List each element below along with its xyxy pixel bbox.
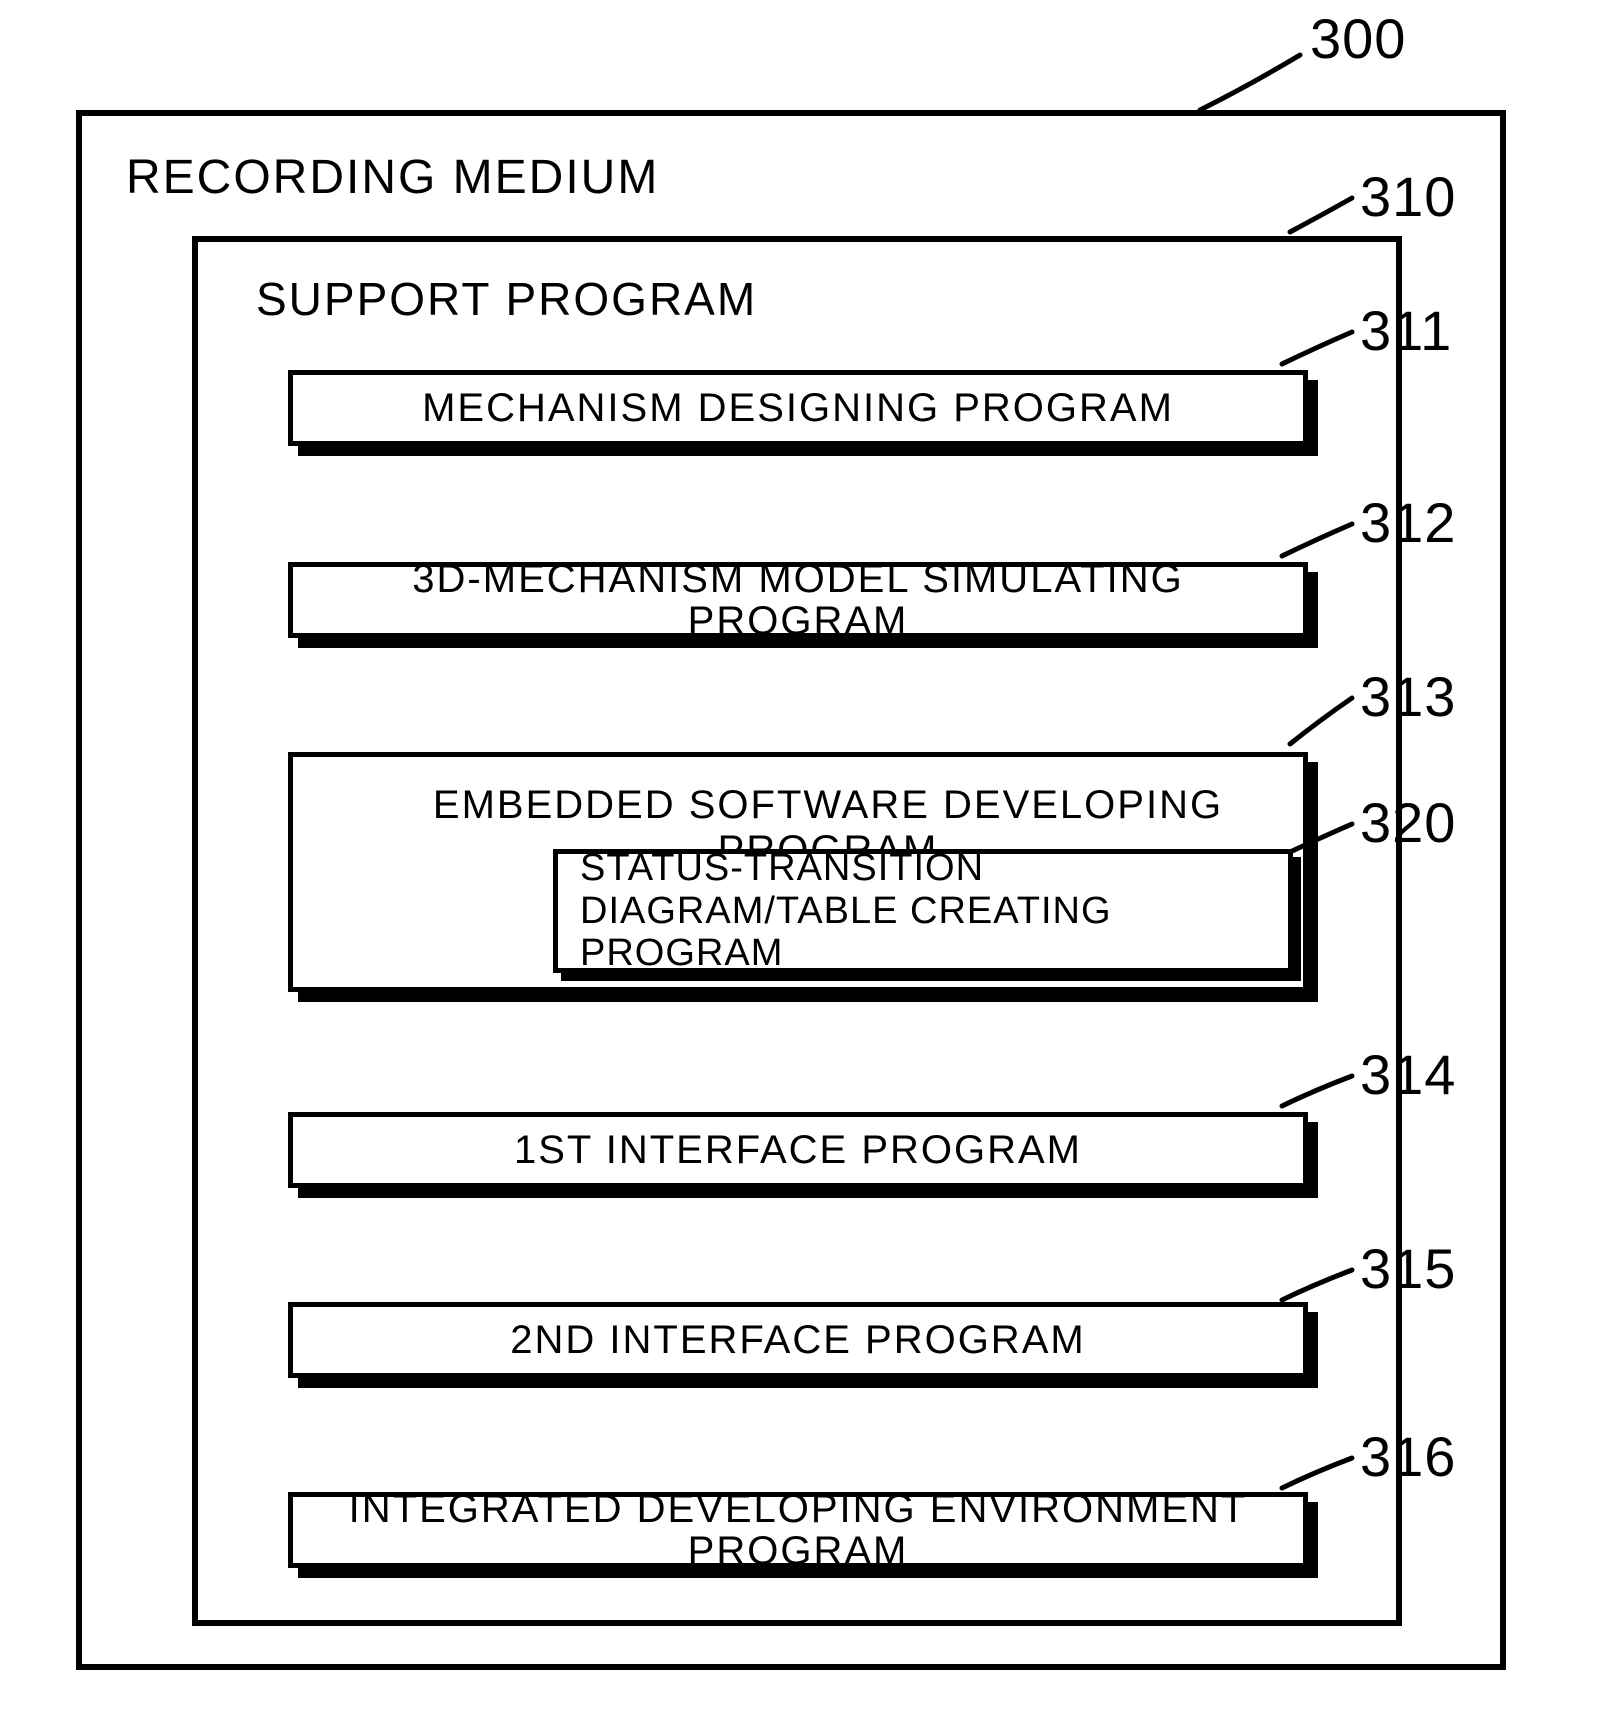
program-bar-label: INTEGRATED DEVELOPING ENVIRONMENT PROGRA… xyxy=(293,1488,1303,1572)
program-bar-314: 1ST INTERFACE PROGRAM xyxy=(288,1112,1308,1188)
ref-label-310: 310 xyxy=(1360,164,1456,229)
program-bar-label: 2ND INTERFACE PROGRAM xyxy=(500,1319,1095,1361)
program-bar-label: 3D-MECHANISM MODEL SIMULATING PROGRAM xyxy=(293,558,1303,642)
status-transition-box: STATUS-TRANSITION DIAGRAM/TABLE CREATING… xyxy=(553,849,1293,973)
program-bar-316: INTEGRATED DEVELOPING ENVIRONMENT PROGRA… xyxy=(288,1492,1308,1568)
diagram-canvas: RECORDING MEDIUM SUPPORT PROGRAM MECHANI… xyxy=(0,0,1605,1709)
ref-label-312: 312 xyxy=(1360,490,1456,555)
support-program-box: SUPPORT PROGRAM MECHANISM DESIGNING PROG… xyxy=(192,236,1402,1626)
recording-medium-title: RECORDING MEDIUM xyxy=(126,150,659,205)
program-bar-312: 3D-MECHANISM MODEL SIMULATING PROGRAM xyxy=(288,562,1308,638)
ref-label-320: 320 xyxy=(1360,790,1456,855)
support-program-title: SUPPORT PROGRAM xyxy=(256,272,757,326)
status-transition-label: STATUS-TRANSITION DIAGRAM/TABLE CREATING… xyxy=(558,847,1288,975)
ref-label-300: 300 xyxy=(1310,6,1406,71)
ref-label-315: 315 xyxy=(1360,1236,1456,1301)
program-bar-315: 2ND INTERFACE PROGRAM xyxy=(288,1302,1308,1378)
ref-label-313: 313 xyxy=(1360,664,1456,729)
program-bar-311: MECHANISM DESIGNING PROGRAM xyxy=(288,370,1308,446)
program-bar-label: MECHANISM DESIGNING PROGRAM xyxy=(412,387,1184,429)
program-bar-label: 1ST INTERFACE PROGRAM xyxy=(504,1129,1092,1171)
ref-label-311: 311 xyxy=(1360,298,1452,363)
embedded-software-box: EMBEDDED SOFTWARE DEVELOPING PROGRAM STA… xyxy=(288,752,1308,992)
ref-label-314: 314 xyxy=(1360,1042,1456,1107)
recording-medium-box: RECORDING MEDIUM SUPPORT PROGRAM MECHANI… xyxy=(76,110,1506,1670)
ref-label-316: 316 xyxy=(1360,1424,1456,1489)
